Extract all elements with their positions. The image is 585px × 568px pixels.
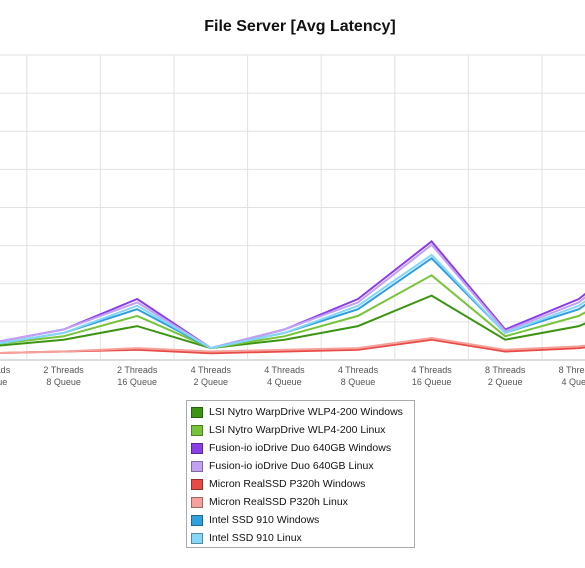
legend-swatch — [191, 406, 203, 418]
legend-item: Fusion-io ioDrive Duo 640GB Windows — [187, 439, 414, 457]
chart-legend: LSI Nytro WarpDrive WLP4-200 Windows LSI … — [186, 400, 415, 548]
series-line-5 — [0, 336, 585, 354]
series-line-6 — [0, 256, 585, 350]
legend-swatch — [191, 442, 203, 454]
legend-label: Intel SSD 910 Linux — [209, 532, 302, 544]
series-line-4 — [0, 338, 585, 355]
legend-swatch — [191, 478, 203, 490]
legend-swatch — [191, 496, 203, 508]
legend-label: Fusion-io ioDrive Duo 640GB Linux — [209, 460, 374, 472]
legend-swatch — [191, 424, 203, 436]
series-line-7 — [0, 253, 585, 350]
x-tick-label: 2 Threads 8 Queue — [43, 365, 84, 387]
series-line-2 — [0, 240, 585, 350]
legend-item: Intel SSD 910 Windows — [187, 511, 414, 529]
chart-series-lines — [0, 240, 585, 355]
legend-swatch — [191, 514, 203, 526]
x-tick-label: 4 Threads 8 Queue — [338, 365, 379, 387]
legend-label: Micron RealSSD P320h Linux — [209, 496, 348, 508]
series-line-1 — [0, 274, 585, 350]
x-tick-label: 2 Threads 16 Queue — [117, 365, 158, 387]
legend-item: LSI Nytro WarpDrive WLP4-200 Linux — [187, 421, 414, 439]
legend-swatch — [191, 460, 203, 472]
series-line-3 — [0, 243, 585, 350]
chart-title: File Server [Avg Latency] — [204, 18, 396, 35]
x-tick-label: 4 Threads 16 Queue — [411, 365, 452, 387]
x-tick-label: 8 Threads 2 Queue — [485, 365, 526, 387]
legend-item: LSI Nytro WarpDrive WLP4-200 Windows — [187, 403, 414, 421]
legend-swatch — [191, 532, 203, 544]
legend-item: Micron RealSSD P320h Windows — [187, 475, 414, 493]
chart-grid — [0, 54, 585, 361]
x-tick-label: 4 Threads 4 Queue — [264, 365, 305, 387]
legend-item: Intel SSD 910 Linux — [187, 529, 414, 547]
legend-item: Fusion-io ioDrive Duo 640GB Linux — [187, 457, 414, 475]
legend-label: Micron RealSSD P320h Windows — [209, 478, 366, 490]
legend-label: Intel SSD 910 Windows — [209, 514, 320, 526]
series-line-0 — [0, 294, 585, 350]
x-tick-label: 4 Threads 2 Queue — [191, 365, 232, 387]
legend-item: Micron RealSSD P320h Linux — [187, 493, 414, 511]
legend-label: LSI Nytro WarpDrive WLP4-200 Linux — [209, 424, 386, 436]
legend-label: LSI Nytro WarpDrive WLP4-200 Windows — [209, 406, 403, 418]
legend-label: Fusion-io ioDrive Duo 640GB Windows — [209, 442, 392, 454]
